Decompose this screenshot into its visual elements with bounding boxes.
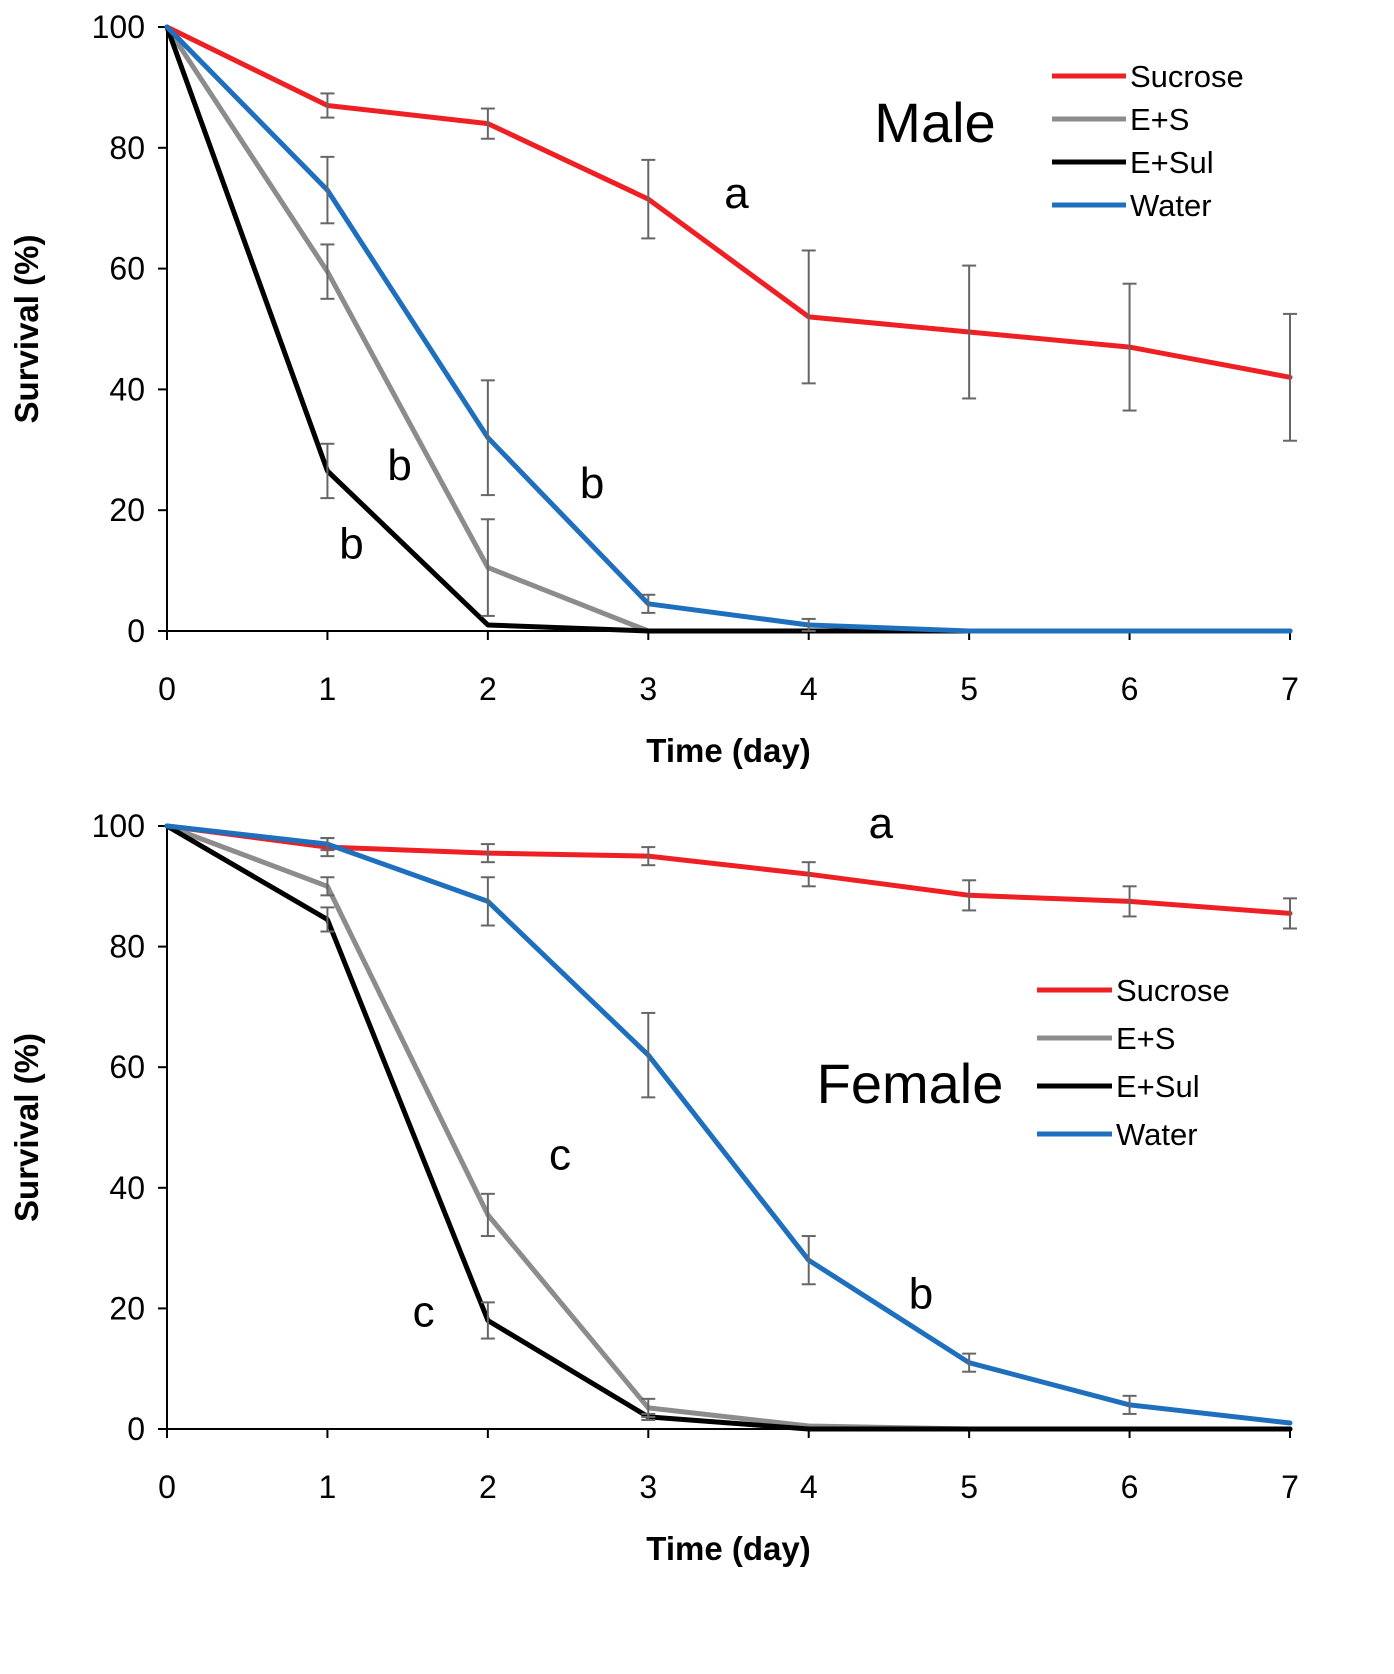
y-tick-label: 100	[92, 9, 145, 45]
series-line-sucrose	[164, 823, 1293, 916]
legend-label-e-sul: E+Sul	[1130, 145, 1214, 180]
error-bar-sucrose	[1283, 312, 1297, 442]
x-tick-label: 6	[1121, 1469, 1139, 1505]
panel-label: Female	[817, 1052, 1004, 1115]
error-bar-water	[641, 593, 656, 614]
error-bar-sucrose	[962, 264, 977, 400]
error-bar-water	[801, 617, 816, 632]
y-tick-label: 0	[127, 1411, 145, 1447]
y-tick-label: 40	[109, 1170, 145, 1206]
significance-letter: b	[580, 459, 604, 508]
series-line-e-sul	[164, 823, 1293, 1432]
x-tick-label: 3	[639, 1469, 657, 1505]
error-bar-water	[801, 1235, 816, 1286]
error-bar-water	[1122, 1394, 1137, 1415]
legend-label-e-sul: E+Sul	[1116, 1069, 1200, 1104]
legend-label-water: Water	[1130, 188, 1212, 223]
error-bar-e-s	[320, 876, 335, 897]
error-bar-sucrose	[1122, 282, 1137, 412]
series-line-water	[164, 24, 1293, 634]
male-panel: 0 20 40 60 80 100 0 1 2 3 4 5 6 7 Time (day) Survival (…	[8, 9, 1299, 769]
error-bar-sucrose	[480, 107, 495, 140]
legend-label-water: Water	[1116, 1117, 1198, 1152]
x-tick-label: 7	[1281, 671, 1299, 707]
legend-label-sucrose: Sucrose	[1130, 59, 1244, 94]
significance-letter: b	[909, 1269, 933, 1318]
legend-label-e-s: E+S	[1130, 102, 1189, 137]
y-axis-title: Survival (%)	[8, 1033, 45, 1222]
significance-letter: c	[549, 1131, 571, 1180]
y-tick-label: 60	[109, 1049, 145, 1085]
error-bar-e-sul	[320, 906, 335, 933]
x-tick-label: 2	[479, 671, 497, 707]
significance-letter: b	[387, 441, 411, 490]
error-bar-e-s	[480, 1192, 495, 1238]
error-bar-e-s	[320, 243, 335, 300]
error-bar-sucrose	[320, 92, 335, 119]
error-bar-sucrose	[480, 843, 495, 864]
x-tick-label: 5	[960, 1469, 978, 1505]
error-bar-sucrose	[1283, 897, 1297, 930]
error-bar-sucrose	[1122, 885, 1137, 918]
error-bar-water	[641, 1011, 656, 1099]
error-bar-e-sul	[641, 1412, 656, 1421]
panel-label: Male	[874, 91, 995, 154]
error-bar-sucrose	[801, 249, 816, 385]
x-tick-label: 3	[639, 671, 657, 707]
y-tick-label: 80	[109, 130, 145, 166]
significance-letter: a	[869, 799, 894, 848]
x-tick-label: 7	[1281, 1469, 1299, 1505]
legend-label-sucrose: Sucrose	[1116, 973, 1230, 1008]
y-tick-label: 80	[109, 929, 145, 965]
error-bar-sucrose	[801, 861, 816, 888]
y-tick-label: 100	[92, 808, 145, 844]
error-bar-sucrose	[641, 158, 656, 240]
x-tick-label: 1	[319, 671, 337, 707]
x-tick-label: 1	[319, 1469, 337, 1505]
y-tick-label: 40	[109, 371, 145, 407]
y-tick-label: 0	[127, 613, 145, 649]
x-axis-title: Time (day)	[646, 732, 810, 769]
y-tick-label: 60	[109, 251, 145, 287]
error-bar-e-sul	[480, 1301, 495, 1340]
x-axis-title: Time (day)	[646, 1530, 810, 1567]
x-tick-label: 0	[158, 671, 176, 707]
y-tick-label: 20	[109, 1290, 145, 1326]
significance-letter: b	[339, 520, 363, 569]
y-tick-label: 20	[109, 492, 145, 528]
legend: Sucrose E+S E+Sul Water	[1037, 973, 1230, 1152]
error-bar-sucrose	[962, 879, 977, 912]
error-bar-e-sul	[320, 442, 335, 500]
x-tick-label: 2	[479, 1469, 497, 1505]
error-bar-sucrose	[641, 846, 656, 867]
x-tick-label: 6	[1121, 671, 1139, 707]
error-bar-water	[962, 1352, 977, 1373]
x-tick-label: 4	[800, 671, 818, 707]
significance-letter: a	[724, 169, 749, 218]
y-axis-title: Survival (%)	[8, 235, 45, 424]
x-tick-label: 5	[960, 671, 978, 707]
legend: Sucrose E+S E+Sul Water	[1052, 59, 1244, 223]
error-bar-e-s	[480, 518, 495, 617]
significance-letter: c	[413, 1287, 435, 1336]
x-tick-label: 4	[800, 1469, 818, 1505]
legend-label-e-s: E+S	[1116, 1021, 1175, 1056]
error-bar-water	[480, 379, 495, 497]
series-line-sucrose	[164, 24, 1293, 380]
x-tick-label: 0	[158, 1469, 176, 1505]
error-bar-water	[320, 837, 335, 852]
female-panel: 0 20 40 60 80 100 0 1 2 3 4 5 6 7 Time (day) Survival (…	[8, 799, 1299, 1567]
series-line-water	[164, 823, 1293, 1426]
error-bar-water	[480, 876, 495, 927]
error-bar-water	[320, 155, 335, 225]
